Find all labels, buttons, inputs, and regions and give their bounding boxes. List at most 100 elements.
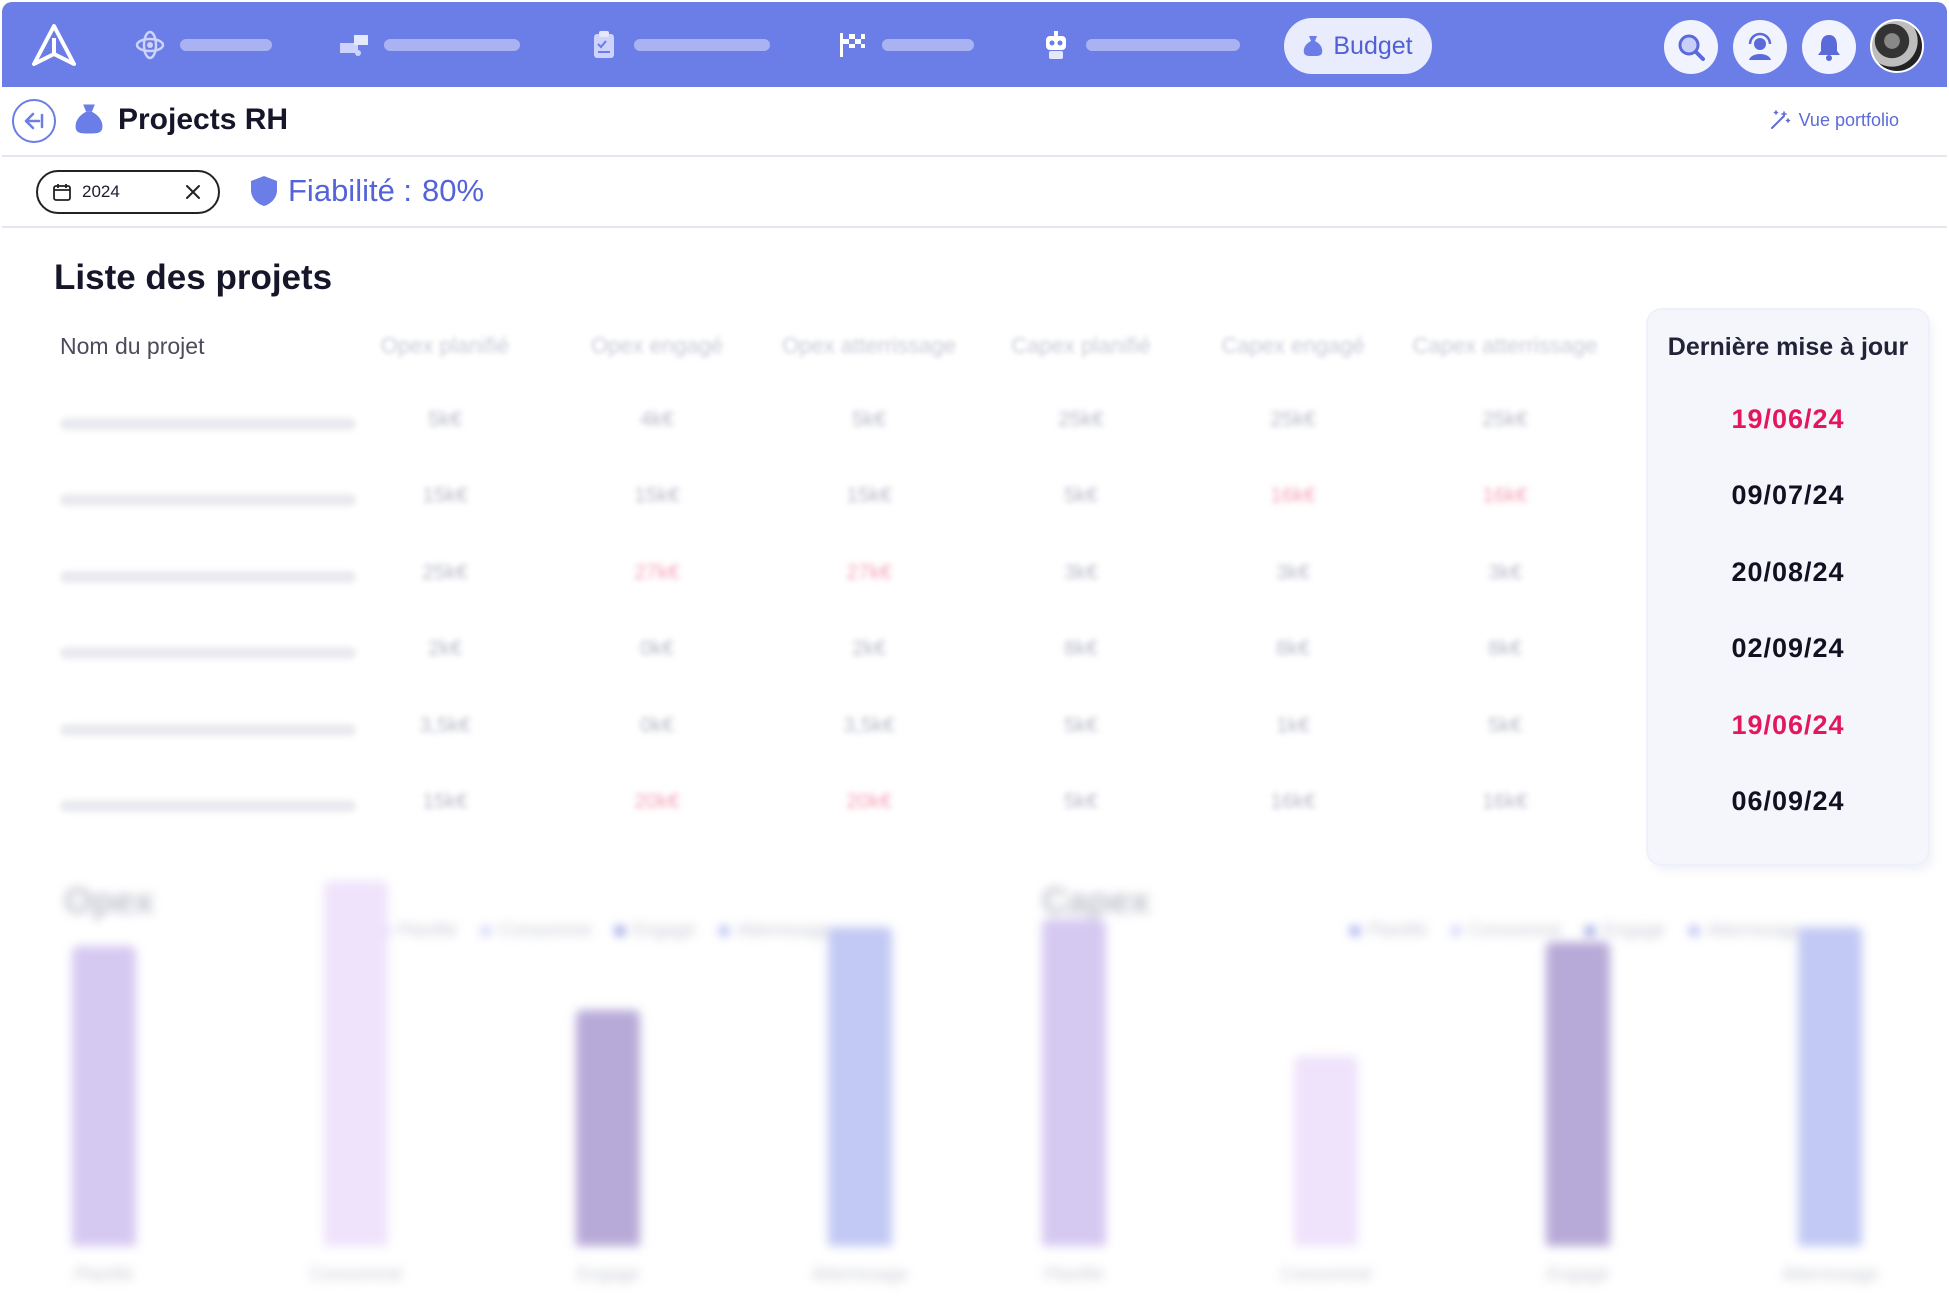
table-cell: 3,5k€ [843, 713, 895, 737]
legend-item: Planifié [380, 920, 457, 941]
project-name-placeholder[interactable] [60, 800, 356, 812]
chart-category-label: Engagé [1546, 1264, 1610, 1284]
table-cell: 15k€ [422, 790, 468, 813]
legend-dot [1585, 926, 1596, 936]
column-header-1[interactable]: Opex planifié [380, 333, 510, 358]
column-header-3[interactable]: Opex atterrissage [782, 333, 956, 358]
table-cell: 3k€ [1276, 560, 1310, 584]
legend-label: Planifié [1368, 920, 1428, 940]
legend-item: Consommé [481, 920, 591, 941]
budget-nav-button[interactable]: Budget [1284, 18, 1432, 74]
last-update-date: 06/09/24 [1731, 786, 1845, 816]
back-button[interactable] [12, 99, 56, 143]
budget-charts: Opex Planifié Consommé Engagé Atterrissage Pl… [0, 860, 1949, 1314]
table-cell: 27k€ [846, 560, 892, 584]
table-cell: 2k€ [428, 637, 462, 661]
table-cell: 3k€ [1488, 560, 1522, 584]
nav-item-2[interactable] [338, 28, 520, 62]
atom-icon [134, 29, 166, 61]
app-logo-icon[interactable] [32, 24, 76, 66]
nav-item-1[interactable] [134, 28, 272, 62]
magic-wand-icon [1770, 110, 1790, 129]
table-cell: 8k€ [1488, 637, 1522, 661]
table-cell: 25k€ [1482, 408, 1528, 431]
project-list-title: Liste des projets [54, 258, 333, 297]
project-name-placeholder[interactable] [60, 418, 356, 430]
nav-item-4[interactable] [836, 28, 974, 62]
bell-icon [1818, 35, 1840, 61]
reliability-value: 80% [422, 173, 485, 208]
table-cell: 16k€ [1482, 790, 1528, 813]
table-cell: 20k€ [846, 790, 892, 813]
reliability-indicator: Fiabilité : 80% [250, 173, 484, 209]
column-header-2[interactable]: Opex engagé [590, 333, 724, 358]
search-icon [1678, 34, 1705, 61]
last-update-date: 20/08/24 [1731, 556, 1845, 587]
user-avatar[interactable] [1870, 19, 1924, 73]
column-header-6[interactable]: Capex atterrissage [1412, 333, 1598, 358]
project-name-placeholder[interactable] [60, 723, 356, 736]
budget-nav-label: Budget [1333, 31, 1413, 60]
table-cell: 5k€ [852, 408, 886, 431]
legend-label: Planifié [398, 920, 458, 940]
last-update-column-highlight [1648, 310, 1928, 864]
table-cell: 20k€ [634, 790, 680, 813]
table-cell: 3,5k€ [419, 713, 471, 737]
search-button[interactable] [1664, 20, 1718, 74]
back-arrow-icon [24, 112, 44, 130]
legend-dot [1689, 926, 1700, 936]
table-cell: 0k€ [640, 713, 674, 737]
table-cell: 5k€ [1064, 790, 1098, 813]
chart-bar[interactable] [72, 946, 136, 1246]
chart-category-label: Atterrissage [1781, 1264, 1879, 1284]
table-cell: 2k€ [852, 637, 886, 661]
portfolio-view-link[interactable]: Vue portfolio [1769, 109, 1899, 131]
chart-bar[interactable] [1798, 927, 1862, 1246]
last-update-date: 02/09/24 [1731, 633, 1845, 664]
table-cell: 25k€ [1270, 408, 1316, 431]
column-header-project-name[interactable]: Nom du projet [60, 333, 205, 359]
legend-label: Atterrissage [737, 920, 834, 940]
nav-item-label-placeholder [634, 39, 770, 51]
legend-item: Planifié [1350, 920, 1427, 941]
notifications-button[interactable] [1802, 20, 1856, 74]
chart-bar[interactable] [324, 881, 388, 1246]
project-name-placeholder[interactable] [60, 494, 356, 507]
legend-label: Consommé [499, 920, 592, 940]
legend-item: Atterrissage [719, 920, 833, 941]
table-cell: 5k€ [1488, 713, 1522, 737]
legend-dot [1350, 926, 1360, 936]
last-update-date: 19/06/24 [1731, 404, 1845, 434]
year-filter[interactable]: 2024 [36, 170, 220, 214]
support-button[interactable] [1733, 20, 1787, 74]
table-cell: 16k€ [1270, 484, 1316, 508]
table-cell: 16k€ [1270, 790, 1316, 813]
table-cell: 4k€ [640, 408, 674, 431]
chart-category-label: Engagé [576, 1264, 640, 1284]
column-header-5[interactable]: Capex engagé [1221, 333, 1365, 358]
chart-bar[interactable] [1042, 919, 1106, 1246]
legend-label: Engagé [633, 920, 696, 940]
table-cell: 15k€ [846, 484, 892, 508]
support-agent-icon [1748, 32, 1772, 60]
chart-category-label: Planifié [74, 1264, 134, 1284]
chart-bar[interactable] [1294, 1056, 1358, 1246]
project-name-placeholder[interactable] [60, 570, 356, 583]
money-bag-icon [1304, 36, 1323, 56]
chart-bar[interactable] [828, 927, 892, 1246]
project-name-placeholder[interactable] [60, 647, 356, 660]
clear-filter-icon[interactable] [182, 181, 204, 203]
nav-item-3[interactable] [588, 28, 770, 62]
table-cell: 16k€ [1482, 484, 1528, 508]
chart-legend: Planifié Consommé Engagé Atterrissage [1350, 920, 1803, 941]
clipboard-icon [588, 29, 620, 61]
checkered-flag-icon [836, 29, 868, 61]
column-header-last-update[interactable]: Dernière mise à jour [1667, 333, 1909, 361]
nav-item-5[interactable] [1040, 28, 1240, 62]
chart-legend: Planifié Consommé Engagé Atterrissage [380, 920, 833, 941]
column-header-4[interactable]: Capex planifié [1011, 333, 1151, 358]
page-header: Projects RH Vue portfolio [2, 87, 1947, 157]
chart-bar[interactable] [576, 1010, 640, 1246]
legend-dot [615, 926, 626, 936]
chart-bar[interactable] [1546, 942, 1610, 1246]
